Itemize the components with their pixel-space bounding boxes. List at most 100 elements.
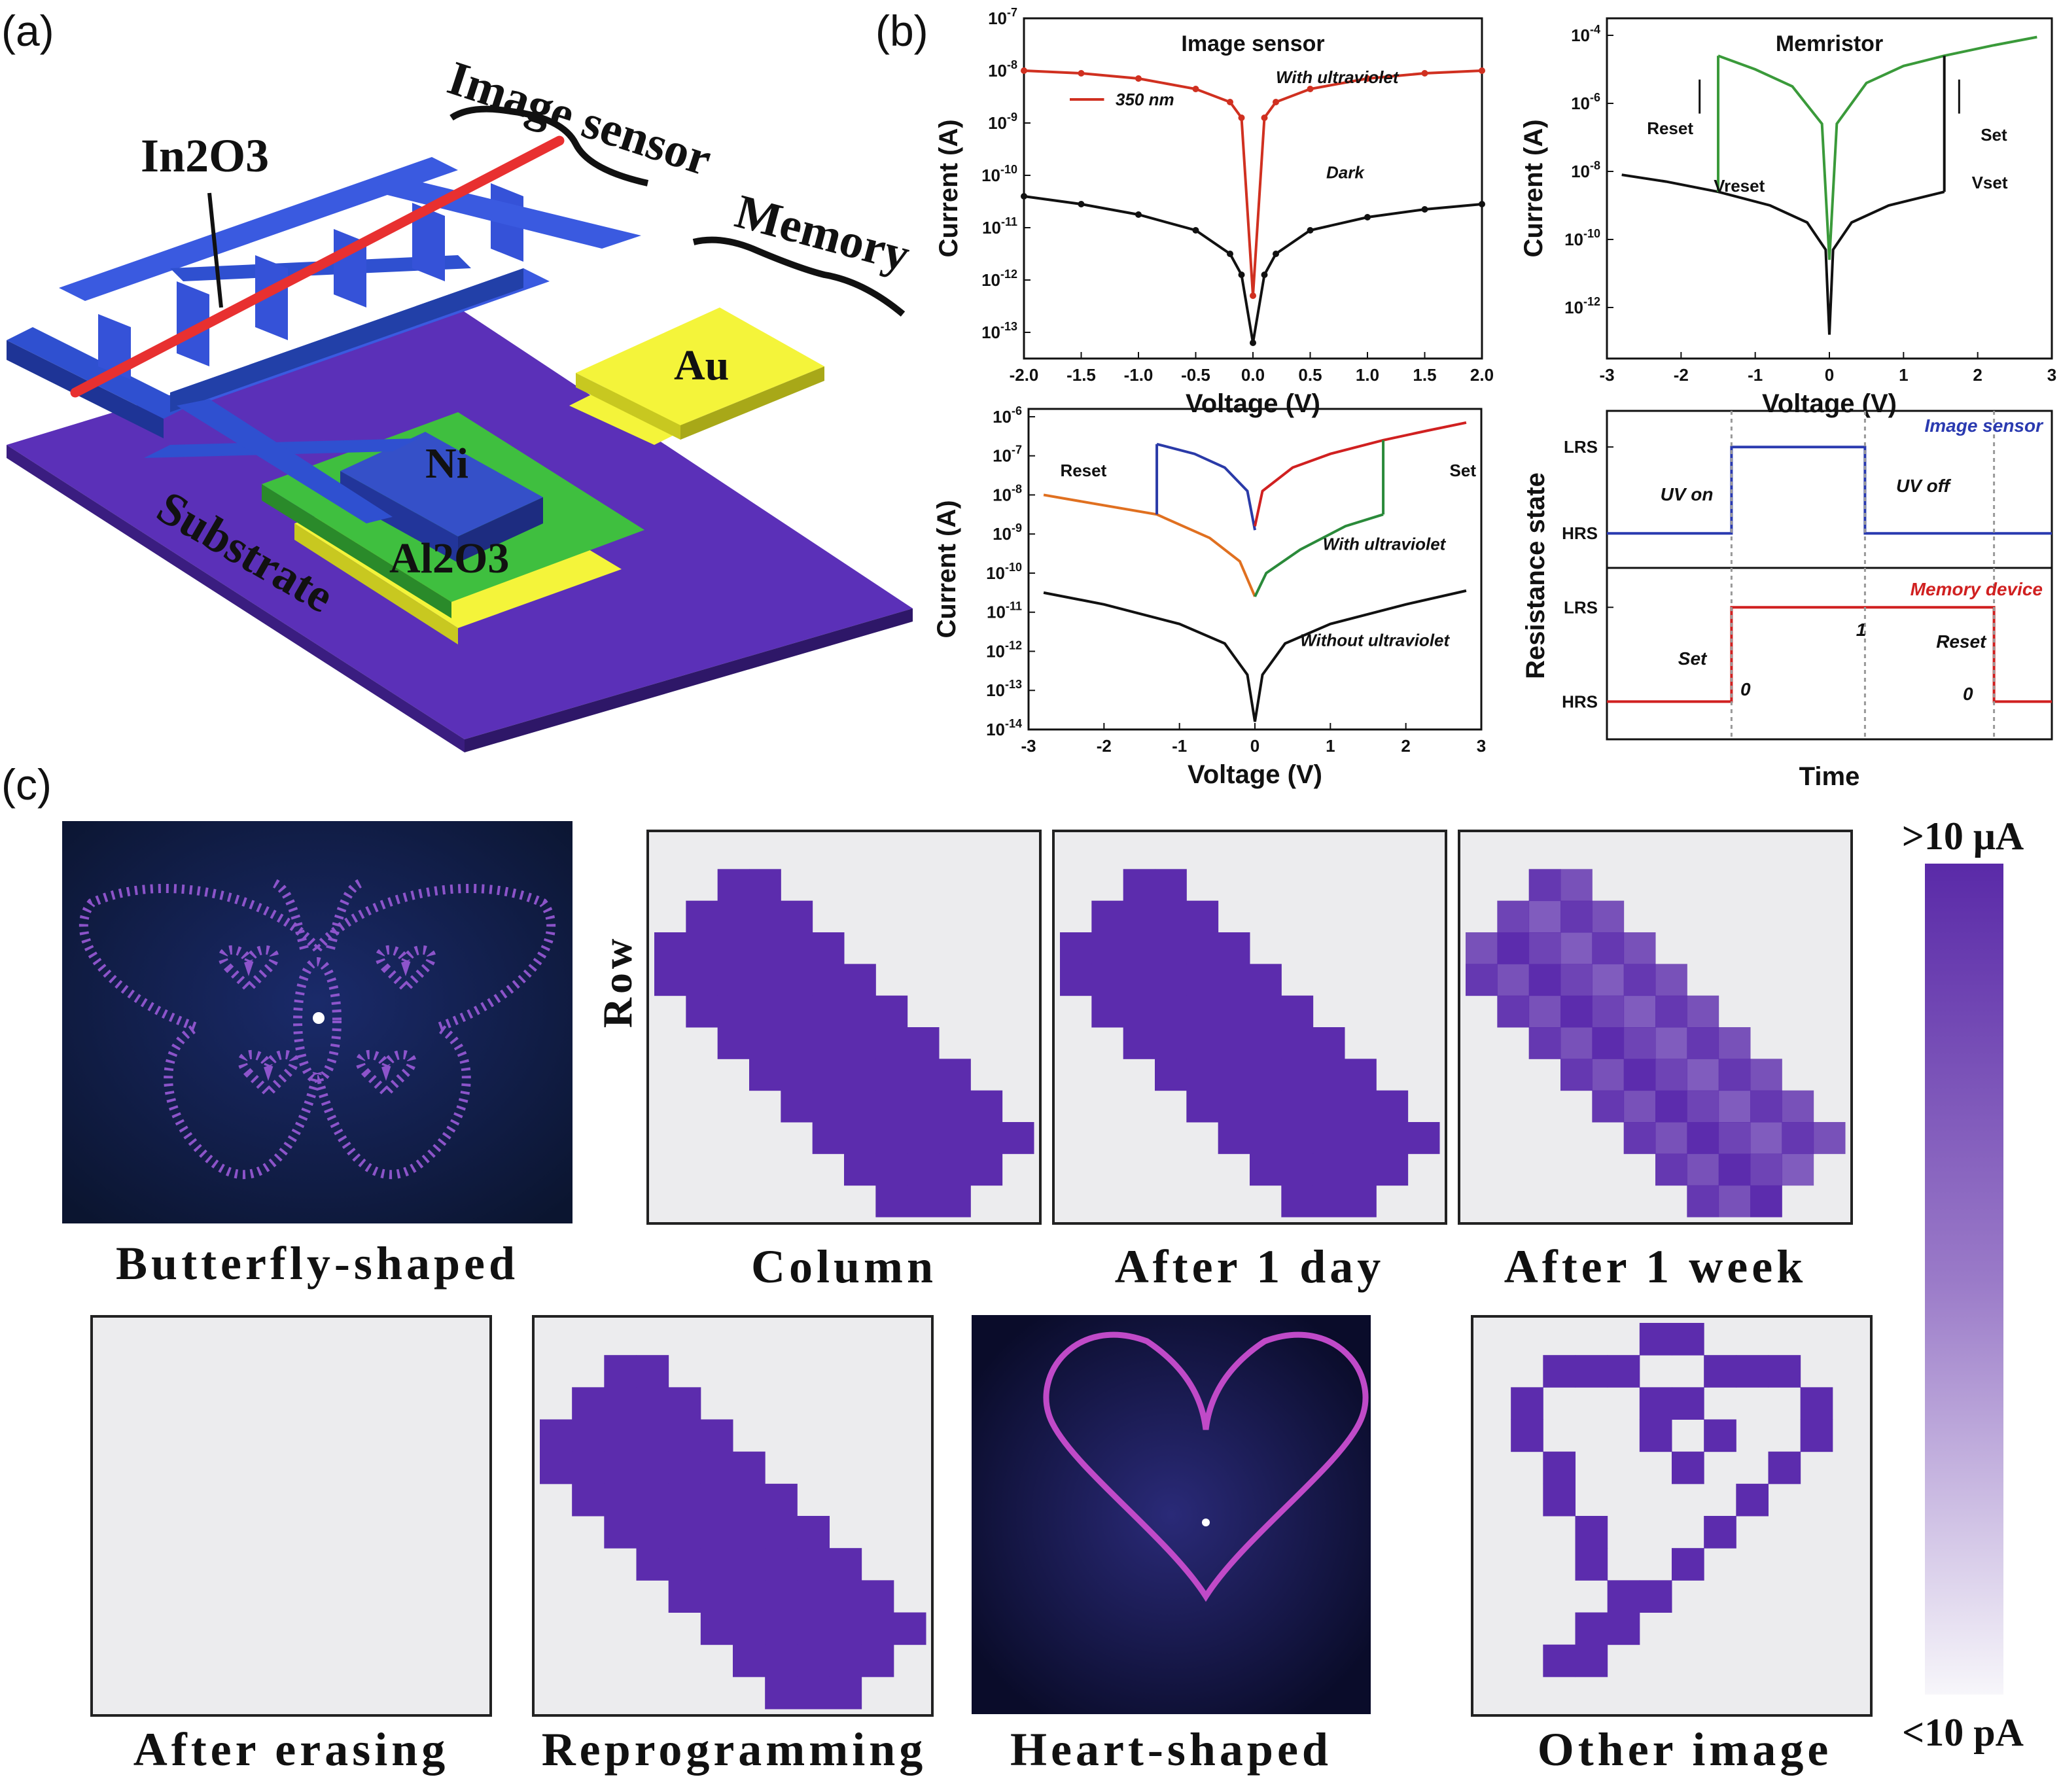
annotation: Dark: [1326, 162, 1365, 182]
map-pixel: [668, 1483, 701, 1517]
map-pixel: [654, 932, 686, 964]
map-pixel: [700, 1419, 733, 1452]
x-tick-label: -2: [1674, 365, 1689, 385]
map-pixel: [907, 1059, 940, 1091]
map-pixel: [781, 1090, 813, 1123]
series-line: [1621, 173, 1945, 335]
map-pixel: [1750, 1185, 1782, 1218]
map-pixel: [1376, 1122, 1409, 1154]
map-pixel: [1312, 1027, 1345, 1059]
map-pixel: [749, 995, 781, 1028]
y-tick-label: 10-12: [981, 268, 1017, 290]
data-point: [1273, 251, 1279, 257]
y-tick-label: 10-13: [986, 678, 1022, 700]
map-pixel: [1592, 1090, 1625, 1123]
x-tick-label: -0.5: [1181, 365, 1210, 385]
map-pixel: [875, 1059, 908, 1091]
map-pixel: [875, 995, 908, 1028]
map-pixel: [797, 1612, 830, 1645]
y-tick-label: 10-14: [986, 717, 1022, 739]
x-tick-label: 3: [1477, 736, 1486, 756]
data-point: [1261, 114, 1268, 121]
map-pixel: [1575, 1355, 1608, 1388]
map-pixel: [1639, 1580, 1672, 1613]
map-pixel: [1186, 1090, 1219, 1123]
map-pixel: [1687, 1027, 1719, 1059]
map-pixel: [765, 1676, 798, 1710]
y-tick-label: 10-9: [988, 111, 1017, 133]
map-pixel: [668, 1580, 701, 1613]
map-pixel: [700, 1451, 733, 1485]
x-tick-label: -2: [1097, 736, 1112, 756]
map-pixel: [572, 1419, 605, 1452]
annotation: Vreset: [1714, 176, 1765, 196]
y-tick-label: 10-12: [1564, 295, 1600, 317]
map-pixel: [668, 1516, 701, 1549]
state-label: LRS: [1564, 437, 1598, 457]
map-pixel: [1060, 964, 1092, 996]
map-pixel: [1623, 1059, 1656, 1091]
map-pixel: [1407, 1122, 1440, 1154]
data-point: [1021, 67, 1027, 74]
timing-trace: [1607, 606, 2052, 703]
map-pixel: [829, 1548, 862, 1581]
annotation: 0: [1963, 684, 1973, 704]
map-pixel: [1186, 995, 1219, 1028]
x-tick-label: -1: [1172, 736, 1187, 756]
map-pixel: [1655, 1059, 1687, 1091]
map-pixel: [1281, 1153, 1314, 1186]
x-tick-label: -3: [1021, 736, 1036, 756]
map-pixel: [1466, 932, 1498, 964]
series-line: [1718, 35, 2037, 260]
map-pixel: [604, 1516, 637, 1549]
map-pixel: [1091, 932, 1124, 964]
map-pixel: [875, 1153, 908, 1186]
map-pixel: [797, 1548, 830, 1581]
caption-other-image: Other image: [1538, 1723, 1833, 1776]
y-axis-label: Current (A): [1519, 119, 1548, 257]
map-pixel: [1312, 1153, 1345, 1186]
data-point: [1250, 340, 1256, 346]
map-pixel: [907, 1090, 940, 1123]
map-pixel: [717, 1027, 750, 1059]
data-point: [1192, 227, 1199, 234]
map-pixel: [875, 1027, 908, 1059]
map-pixel: [1312, 1059, 1345, 1091]
map-pixel: [797, 1580, 830, 1613]
map-pixel: [1672, 1548, 1704, 1581]
map-pixel: [1813, 1122, 1846, 1154]
caption-reprogramming: Reprogramming: [542, 1723, 927, 1776]
map-pixel: [844, 1027, 876, 1059]
map-pixel: [572, 1483, 605, 1517]
map-pixel: [572, 1451, 605, 1485]
map-pixel: [717, 995, 750, 1028]
map-pixel: [733, 1580, 766, 1613]
map-pixel: [939, 1153, 971, 1186]
map-pixel: [700, 1612, 733, 1645]
map-pixel: [1655, 1122, 1687, 1154]
colorbar-min-label: <10 pA: [1902, 1711, 2024, 1754]
panel-label-a: (a): [1, 7, 54, 55]
map-pixel: [907, 1185, 940, 1218]
annotation: UV on: [1661, 484, 1714, 504]
map-pixel: [668, 1387, 701, 1420]
caption-after-erasing: After erasing: [133, 1723, 449, 1776]
map-pixel: [636, 1451, 669, 1485]
map-pixel: [1218, 932, 1250, 964]
y-tick-label: 10-9: [993, 521, 1022, 544]
map-pixel: [1736, 1355, 1769, 1388]
map-pixel: [1281, 1185, 1314, 1218]
map-pixel: [875, 1090, 908, 1123]
map-pixel: [1312, 1185, 1345, 1218]
map-pixel: [970, 1090, 1003, 1123]
map-pixel: [1155, 995, 1187, 1028]
map-pixel: [540, 1451, 572, 1485]
map-pixel: [1186, 900, 1219, 933]
map-pixel: [1736, 1483, 1769, 1517]
data-point: [1021, 193, 1027, 200]
x-tick-label: -2.0: [1010, 365, 1039, 385]
map-pixel: [1560, 995, 1593, 1028]
map-pixel: [1782, 1153, 1814, 1186]
data-point: [1364, 214, 1371, 220]
annotation: UV off: [1896, 476, 1952, 496]
